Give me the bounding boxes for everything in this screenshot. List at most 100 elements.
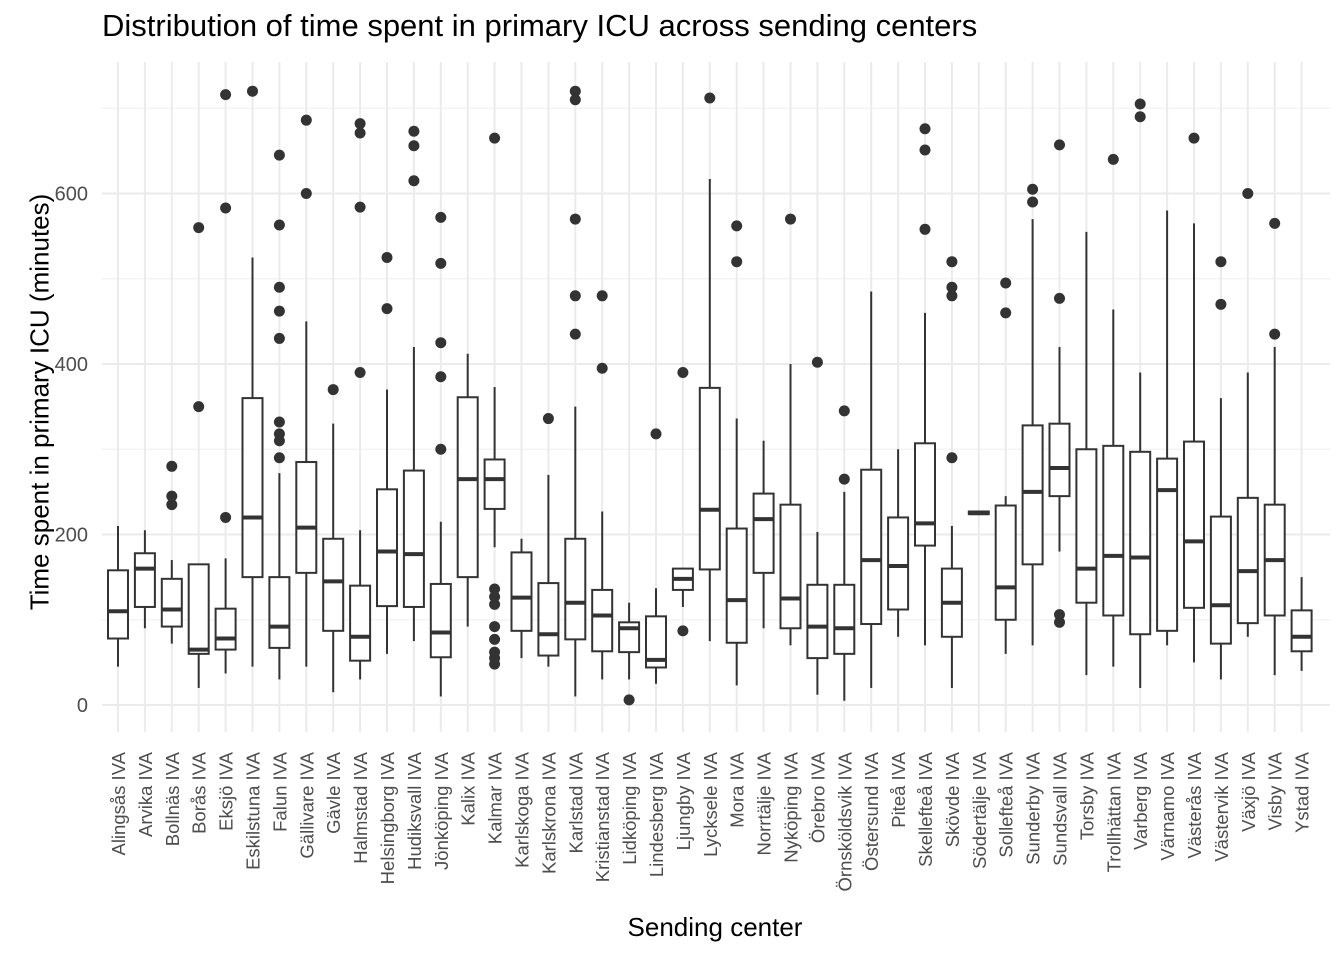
outlier-point (220, 511, 232, 523)
outlier-point (354, 118, 366, 130)
x-tick-label: Växjö IVA (1238, 751, 1259, 832)
box-8 (295, 114, 318, 667)
x-tick-labels: Alingsås IVA Arvika IVA Bollnäs IVA Borås I… (108, 751, 1313, 891)
outlier-point (408, 140, 420, 152)
outlier-point (811, 356, 823, 368)
chart-title: Distribution of time spent in primary IC… (102, 8, 978, 43)
x-tick-label: Eksjö IVA (216, 751, 237, 830)
outlier-point (1054, 292, 1065, 304)
outlier-point (1188, 132, 1200, 144)
iqr-box (402, 469, 425, 608)
box-7 (268, 149, 291, 680)
box-13 (429, 211, 452, 697)
outlier-point (569, 213, 581, 225)
iqr-box (752, 492, 775, 574)
outlier-point (489, 591, 501, 603)
box-2 (133, 530, 156, 629)
iqr-box (914, 442, 936, 547)
outlier-point (193, 222, 205, 234)
x-tick-label: Falun IVA (269, 751, 290, 832)
iqr-box (806, 583, 829, 660)
outlier-point (1215, 256, 1227, 268)
outlier-point (220, 202, 232, 214)
outlier-point (354, 201, 366, 213)
box-18 (564, 85, 587, 697)
outlier-point (677, 625, 689, 637)
box-34 (994, 277, 1017, 654)
x-tick-label: Karlstad IVA (565, 751, 586, 853)
box-23 (698, 92, 721, 642)
iqr-box (376, 488, 398, 608)
outlier-point (489, 598, 501, 610)
iqr-box (833, 583, 856, 655)
box-22 (671, 367, 694, 637)
iqr-box (187, 563, 210, 655)
iqr-box (591, 588, 614, 653)
iqr-box (349, 584, 372, 662)
y-tick-labels: 0 200 400 600 (55, 184, 88, 718)
outlier-point (1107, 153, 1119, 165)
x-tick-label: Alingsås IVA (108, 751, 129, 855)
outlier-point (650, 428, 662, 440)
x-tick-label: Jönköping IVA (431, 751, 452, 870)
iqr-box (241, 397, 264, 579)
x-tick-label: Kristianstad IVA (592, 751, 613, 882)
outlier-point (542, 413, 554, 425)
box-45 (1290, 577, 1313, 671)
iqr-box (133, 552, 156, 608)
x-tick-label: Ljungby IVA (673, 751, 694, 850)
outlier-point (919, 223, 931, 235)
outlier-point (166, 460, 178, 472)
box-41 (1183, 132, 1205, 663)
iqr-box (456, 396, 479, 579)
box-39 (1129, 98, 1152, 688)
iqr-box (887, 516, 910, 611)
iqr-box (537, 582, 560, 657)
box-43 (1236, 188, 1259, 637)
box-21 (645, 428, 667, 684)
iqr-box (725, 527, 748, 644)
box-6 (241, 85, 264, 667)
outlier-point (273, 428, 285, 440)
x-tick-label: Örnsköldsvik IVA (834, 751, 855, 891)
x-tick-label: Kalix IVA (458, 751, 479, 825)
x-tick-label: Hudiksvall IVA (404, 751, 425, 870)
box-27 (806, 356, 829, 695)
x-tick-label: Sunderby IVA (1023, 751, 1044, 864)
box-38 (1102, 153, 1125, 667)
iqr-box (268, 576, 291, 649)
box-29 (860, 291, 883, 688)
iqr-box (322, 537, 345, 632)
x-tick-label: Västervik IVA (1211, 751, 1232, 861)
iqr-box (1156, 457, 1179, 632)
outlier-point (273, 219, 285, 231)
iqr-box (1048, 422, 1071, 498)
x-tick-label: Arvika IVA (135, 751, 156, 837)
box-35 (1021, 183, 1044, 646)
outlier-point (1269, 328, 1281, 340)
iqr-box (1021, 424, 1044, 566)
outlier-point (435, 371, 447, 383)
outlier-point (596, 290, 608, 302)
outlier-point (919, 144, 931, 156)
iqr-box (107, 569, 129, 640)
x-tick-label: Piteå IVA (888, 751, 909, 827)
box-17 (537, 413, 560, 667)
box-42 (1209, 256, 1232, 680)
x-tick-label: Östersund IVA (861, 751, 882, 871)
outlier-point (704, 92, 716, 104)
outlier-point (785, 213, 796, 225)
outlier-point (435, 257, 447, 269)
outlier-point (1027, 183, 1039, 195)
x-tick-label: Varberg IVA (1130, 751, 1151, 850)
x-tick-label: Norrtälje IVA (754, 751, 775, 855)
outlier-point (166, 499, 178, 511)
x-tick-label: Bollnäs IVA (162, 751, 183, 846)
box-31 (914, 123, 936, 646)
iqr-box (645, 615, 667, 669)
x-tick-label: Ystad IVA (1292, 751, 1313, 833)
box-30 (887, 449, 910, 637)
outlier-point (247, 85, 258, 97)
outlier-point (489, 583, 501, 595)
